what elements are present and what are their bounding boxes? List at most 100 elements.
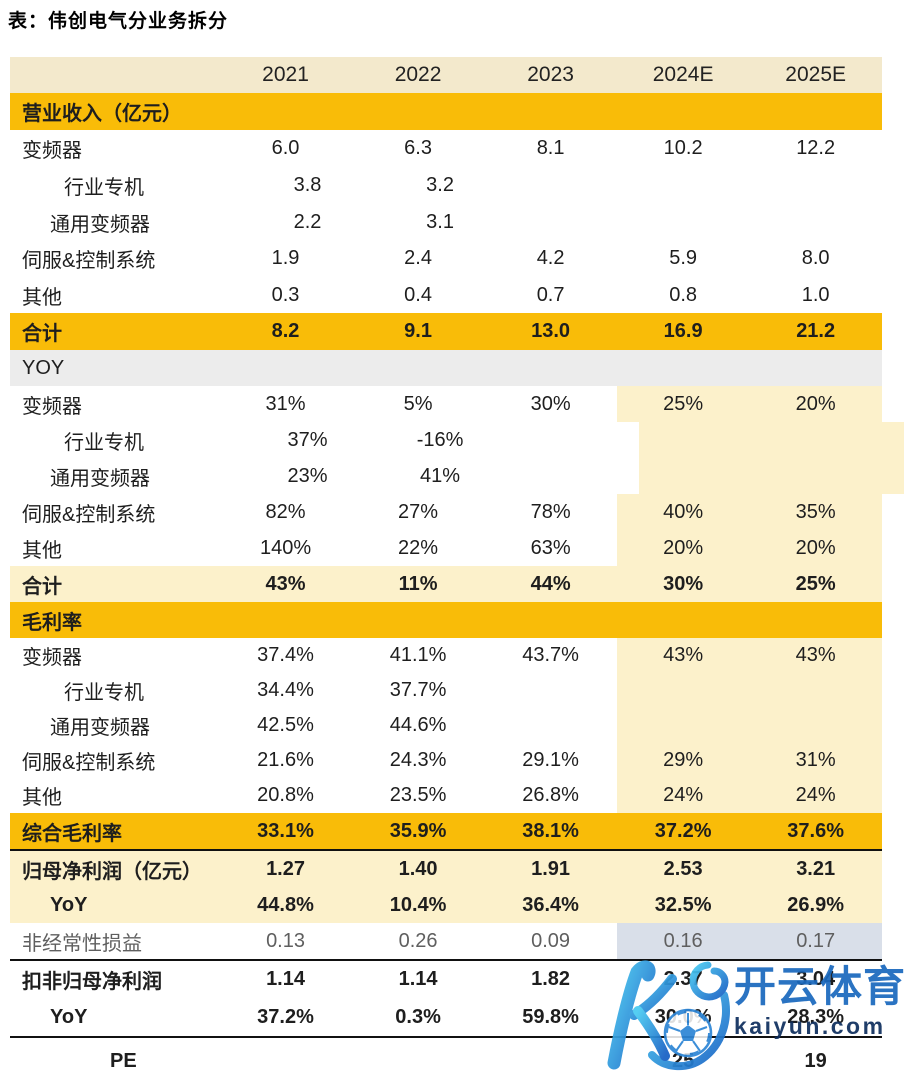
cell: 0.3% (395, 1005, 441, 1028)
row-label: 营业收入（亿元） (22, 103, 182, 125)
cell: 30% (530, 392, 571, 415)
cell: 1.9 (271, 247, 300, 269)
column-header: 2024E (652, 63, 714, 86)
cell: 40% (616, 494, 750, 530)
row-label: 变频器 (22, 647, 82, 669)
table-row: 伺服&控制系统 1.9 2.4 4.2 5.9 8.0 (10, 240, 882, 277)
table-row: 行业专机 3.8 3.2 (10, 167, 882, 204)
table-row: 伺服&控制系统 21.6% 24.3% 29.1% 29% 31% (10, 743, 882, 778)
table-row: 扣非归母净利润 1.14 1.14 1.82 2.37 3.04 (10, 961, 882, 998)
cell: 4.2 (536, 247, 565, 269)
cell (617, 350, 750, 386)
row-label: 伺服&控制系统 (22, 503, 156, 526)
cell: 8.1 (536, 137, 565, 159)
column-header: 2023 (527, 63, 574, 86)
cell: 42.5% (257, 714, 314, 736)
row-label: 合计 (22, 323, 62, 345)
cell: 29% (616, 743, 750, 778)
cell: 32.5% (654, 893, 712, 916)
cell: 28.3% (787, 1005, 845, 1028)
cell: 33.1% (257, 819, 314, 842)
table-row: 伺服&控制系统 82% 27% 78% 40% 35% (10, 494, 882, 530)
cell (484, 602, 617, 638)
cell: 78% (530, 500, 571, 523)
cell: 16.9 (663, 320, 703, 342)
cell: 36.4% (522, 893, 579, 916)
column-header: 2025E (785, 63, 847, 86)
cell: 20% (749, 530, 882, 566)
cell: 35% (749, 494, 882, 530)
cell: 29.1% (522, 749, 579, 771)
cell: 13.0 (531, 320, 571, 342)
row-label: 归母净利润（亿元） (22, 860, 202, 883)
column-header-row: 2021 2022 2023 2024E 2025E (10, 57, 882, 93)
row-label: 其他 (22, 787, 62, 809)
table-row: 合计 43% 11% 44% 30% 25% (10, 566, 882, 602)
cell: 8.2 (271, 320, 300, 342)
row-label: 行业专机 (64, 431, 144, 454)
table-row: 非经常性损益 0.13 0.26 0.09 0.16 0.17 (10, 923, 882, 961)
table-row: 变频器 6.0 6.3 8.1 10.2 12.2 (10, 130, 882, 167)
cell: 1.40 (398, 857, 438, 880)
cell (639, 204, 772, 240)
cell (771, 422, 904, 458)
cell (771, 167, 904, 204)
table-row: 综合毛利率 33.1% 35.9% 38.1% 37.2% 37.6% (10, 813, 882, 851)
cell (749, 673, 882, 708)
cell (749, 350, 882, 386)
cell: 0.09 (531, 929, 571, 952)
row-label: YOY (22, 356, 65, 379)
cell: 25 (672, 1050, 695, 1072)
cell: 3.2 (426, 174, 454, 196)
cell: 31% (749, 743, 882, 778)
row-label (10, 57, 219, 93)
cell: 0.3 (271, 283, 300, 306)
row-label: 变频器 (22, 140, 82, 162)
cell: 1.0 (801, 283, 830, 306)
column-header: 2022 (394, 63, 442, 86)
cell: 20.8% (257, 784, 314, 806)
cell: 9.1 (404, 320, 432, 342)
cell: 1.14 (266, 968, 305, 990)
cell: 140% (259, 536, 312, 559)
row-label: YoY (50, 1005, 88, 1028)
cell: 25% (616, 386, 750, 422)
table-row: 合计 8.2 9.1 13.0 16.9 21.2 (10, 313, 882, 350)
cell: 37% (287, 428, 328, 451)
cell: 6.0 (271, 137, 300, 159)
cell (219, 602, 352, 638)
cell: 10.4% (389, 893, 447, 916)
table-row: 通用变频器 2.2 3.1 (10, 204, 882, 240)
table-row: 通用变频器 42.5% 44.6% (10, 708, 882, 743)
table-row: 行业专机 37% -16% (10, 422, 904, 458)
cell (352, 1038, 485, 1085)
cell (219, 93, 352, 130)
cell (638, 422, 772, 458)
cell: 8.0 (801, 247, 830, 269)
cell: 35.9% (389, 819, 447, 842)
cell: 26.8% (522, 784, 579, 806)
cell: 24.3% (389, 749, 447, 771)
row-label: 综合毛利率 (22, 822, 122, 845)
row-label: 伺服&控制系统 (22, 752, 156, 774)
cell: 27% (398, 500, 439, 523)
cell: 82% (265, 500, 306, 523)
cell (219, 350, 352, 386)
cell: 3.04 (796, 968, 836, 990)
table-row: YoY 37.2% 0.3% 59.8% 30.0% 28.3% (10, 998, 882, 1038)
cell (352, 350, 485, 386)
cell: 5% (403, 392, 433, 415)
cell: 59.8% (522, 1005, 579, 1028)
cell (506, 422, 639, 458)
cell (484, 93, 617, 130)
row-label: PE (110, 1050, 137, 1072)
cell: 43% (749, 638, 882, 673)
row-label: 通用变频器 (50, 717, 150, 739)
table-row: 其他 0.3 0.4 0.7 0.8 1.0 (10, 277, 882, 313)
cell: 23.5% (389, 784, 447, 806)
cell: 63% (530, 536, 571, 559)
table-row: 变频器 37.4% 41.1% 43.7% 43% 43% (10, 638, 882, 673)
cell: 2.2 (293, 210, 322, 233)
cell: 3.21 (796, 857, 836, 880)
